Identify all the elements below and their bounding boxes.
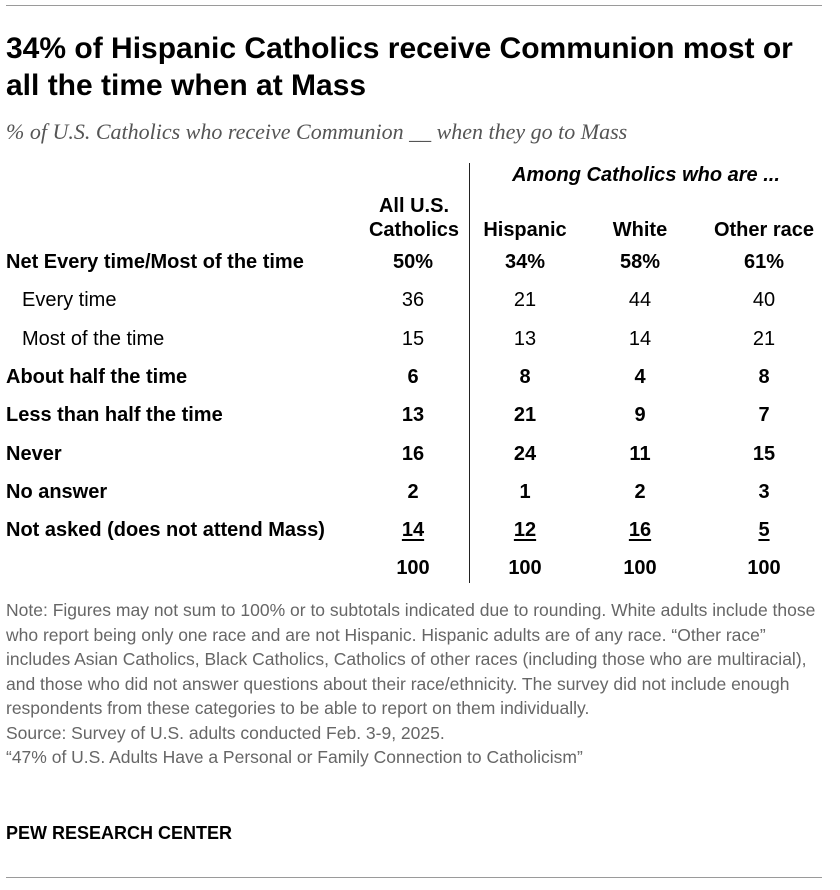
row-label: No answer xyxy=(6,480,108,503)
table-row: Not asked (does not attend Mass) 14 12 16 5 xyxy=(0,512,840,548)
table-cell: 2 xyxy=(634,480,646,503)
table-cell: 24 xyxy=(513,442,537,465)
column-header-other: Other race xyxy=(713,219,815,241)
table-cell: 21 xyxy=(752,327,776,350)
table-cell: 44 xyxy=(628,289,652,312)
table-row: Most of the time 15 13 14 21 xyxy=(0,321,840,357)
table-cell: 16 xyxy=(401,442,425,465)
table-cell: 4 xyxy=(634,365,646,388)
table-cell: 40 xyxy=(752,289,776,312)
table-cell: 15 xyxy=(401,327,425,350)
table-cell: 100 xyxy=(396,557,430,580)
table-cell: 2 xyxy=(407,480,419,503)
table-cell: 100 xyxy=(747,557,781,580)
table-cell: 5 xyxy=(758,519,770,542)
top-rule xyxy=(6,5,822,6)
row-label: Net Every time/Most of the time xyxy=(6,251,304,273)
table-row: About half the time 6 8 4 8 xyxy=(0,359,840,395)
table-cell: 21 xyxy=(513,404,537,427)
note-text: Note: Figures may not sum to 100% or to … xyxy=(6,600,816,718)
table-row: Every time 36 21 44 40 xyxy=(0,282,840,318)
table-cell: 8 xyxy=(758,365,770,388)
report-title: “47% of U.S. Adults Have a Personal or F… xyxy=(6,747,583,767)
table-cell: 9 xyxy=(634,404,646,427)
org-name: PEW RESEARCH CENTER xyxy=(6,823,233,843)
group-header: Among Catholics who are ... xyxy=(512,164,780,186)
column-header-all-line1: All U.S. xyxy=(378,195,449,217)
table-cell: 50% xyxy=(392,251,434,273)
table-cell: 12 xyxy=(513,519,537,542)
table-cell: 13 xyxy=(401,404,425,427)
table-cell: 6 xyxy=(407,365,419,388)
column-divider xyxy=(469,163,470,583)
table-cell: 14 xyxy=(401,519,425,542)
row-label: Less than half the time xyxy=(6,404,223,427)
table-row: Less than half the time 13 21 9 7 xyxy=(0,397,840,433)
table-cell: 7 xyxy=(758,404,770,427)
table-cell: 8 xyxy=(519,365,531,388)
notes: Note: Figures may not sum to 100% or to … xyxy=(6,598,826,770)
column-header-hispanic: Hispanic xyxy=(483,219,567,241)
table-cell: 13 xyxy=(513,327,537,350)
row-label: Most of the time xyxy=(22,327,165,350)
table-cell: 11 xyxy=(629,442,651,465)
table-cell: 3 xyxy=(758,480,770,503)
row-label: Not asked (does not attend Mass) xyxy=(6,519,325,542)
row-label: About half the time xyxy=(6,365,188,388)
source-text: Source: Survey of U.S. adults conducted … xyxy=(6,722,445,743)
table-row: 100 100 100 100 xyxy=(0,550,840,586)
chart-title: 34% of Hispanic Catholics receive Commun… xyxy=(6,32,793,102)
table-cell: 36 xyxy=(401,289,425,312)
column-header-all: All U.S. Catholics xyxy=(362,194,466,242)
table-cell: 58% xyxy=(619,251,661,273)
row-label: Every time xyxy=(22,289,117,312)
table-cell: 15 xyxy=(752,442,776,465)
table-cell: 100 xyxy=(623,557,657,580)
table-cell: 100 xyxy=(508,557,542,580)
row-label: Never xyxy=(6,442,62,465)
chart-subtitle: % of U.S. Catholics who receive Communio… xyxy=(6,119,628,144)
bottom-rule xyxy=(6,877,822,878)
table-row: Net Every time/Most of the time 50% 34% 58%… xyxy=(0,244,840,280)
column-header-white: White xyxy=(612,219,668,241)
table-cell: 1 xyxy=(519,480,531,503)
column-header-all-line2: Catholics xyxy=(368,219,460,241)
table-cell: 34% xyxy=(504,251,546,273)
table-cell: 16 xyxy=(628,519,652,542)
table-row: Never 16 24 11 15 xyxy=(0,436,840,472)
table-cell: 14 xyxy=(628,327,652,350)
table-cell: 61% xyxy=(743,251,785,273)
table-cell: 21 xyxy=(513,289,537,312)
table-row: No answer 2 1 2 3 xyxy=(0,474,840,510)
